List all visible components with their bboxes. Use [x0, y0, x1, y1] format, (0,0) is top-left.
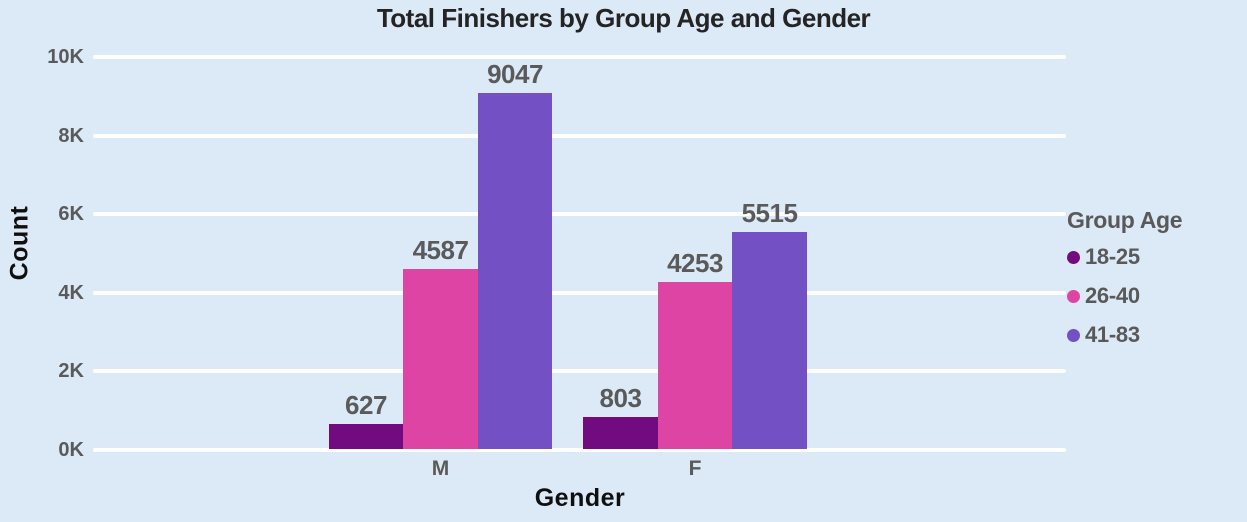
legend-label: 18-25 [1085, 244, 1140, 269]
legend-item-26-40[interactable]: 26-40 [1067, 283, 1245, 309]
legend-swatch-icon [1067, 328, 1080, 342]
legend-swatch-icon [1067, 289, 1080, 303]
gridline [93, 55, 1066, 59]
legend-label: 26-40 [1085, 283, 1140, 308]
bar-value-label: 803 [599, 383, 642, 414]
gridline [93, 212, 1066, 217]
gridline [93, 448, 1066, 452]
legend-label: 41-83 [1085, 322, 1140, 347]
bar-26-40-F[interactable] [657, 281, 733, 449]
legend-items: 18-25 26-40 41-83 [1067, 244, 1245, 348]
legend-title: Group Age [1067, 207, 1183, 233]
gridline [93, 133, 1066, 138]
bar-26-40-M[interactable] [403, 268, 478, 449]
bar-value-label: 9047 [487, 59, 543, 90]
bar-value-label: 627 [345, 390, 387, 421]
y-tick-label: 0K [58, 439, 84, 461]
y-tick-label: 8K [58, 124, 84, 147]
legend-item-41-83[interactable]: 41-83 [1067, 322, 1245, 348]
chart-title: Total Finishers by Group Age and Gender [376, 3, 871, 33]
gridline [93, 290, 1066, 295]
bar-18-25-F[interactable] [583, 417, 658, 449]
bar-41-83-M[interactable] [477, 93, 553, 449]
legend-item-18-25[interactable]: 18-25 [1067, 244, 1245, 270]
bar-41-83-F[interactable] [732, 232, 807, 449]
x-tick-label-F: F [688, 457, 702, 480]
x-axis-title: Gender [534, 484, 626, 512]
bar-value-label: 5515 [741, 198, 798, 229]
y-tick-label: 6K [58, 203, 84, 226]
y-tick-label: 4K [58, 281, 84, 304]
bar-18-25-M[interactable] [328, 424, 404, 449]
y-tick-label: 10K [47, 46, 84, 68]
x-tick-label-M: M [431, 457, 450, 480]
bar-value-label: 4253 [667, 247, 723, 278]
bar-value-label: 4587 [412, 234, 469, 265]
legend: Group Age 18-25 26-40 41-83 [1067, 207, 1245, 361]
legend-swatch-icon [1067, 250, 1080, 264]
gridline [93, 369, 1066, 374]
y-tick-label: 2K [58, 360, 84, 383]
